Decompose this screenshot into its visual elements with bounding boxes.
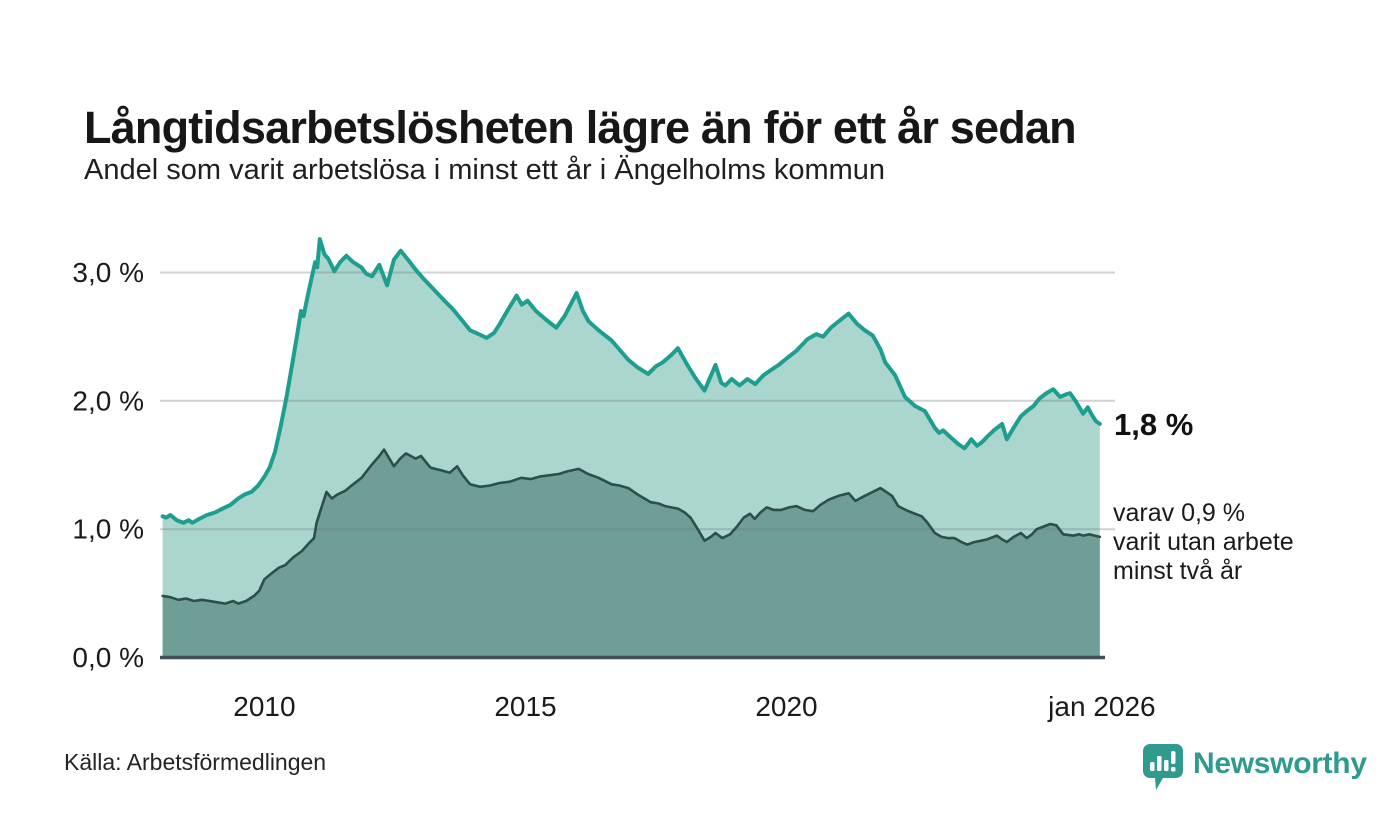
newsworthy-bubble-chart-icon	[1142, 744, 1184, 796]
y-axis-tick-label: 1,0 %	[72, 514, 144, 545]
y-axis-tick-label: 0,0 %	[72, 642, 144, 673]
x-axis-tick-label: jan 2026	[1047, 691, 1155, 722]
series-line	[160, 237, 1102, 525]
x-axis-tick-label: 2010	[233, 691, 295, 722]
secondary-annotation-line: minst två år	[1113, 557, 1243, 585]
page-title: Långtidsarbetslösheten lägre än för ett …	[84, 102, 1077, 154]
x-axis-tick-label: 2020	[755, 691, 817, 722]
y-axis-tick-label: 3,0 %	[72, 257, 144, 288]
y-axis-tick-label: 2,0 %	[72, 385, 144, 416]
x-axis-tick-label: 2015	[494, 691, 556, 722]
series-line	[161, 448, 1102, 605]
newsworthy-logo: Newsworthy	[1142, 744, 1367, 796]
area-fill	[162, 449, 1100, 658]
secondary-annotation-line: varit utan arbete	[1113, 528, 1294, 556]
newsworthy-wordmark: Newsworthy	[1193, 747, 1367, 780]
latest-value-label: 1,8 %	[1114, 407, 1194, 442]
chart-subtitle: Andel som varit arbetslösa i minst ett å…	[84, 154, 886, 186]
secondary-value-annotation: varav 0,9 % varit utan arbete minst två …	[1113, 499, 1294, 586]
secondary-annotation-line: varav 0,9 %	[1113, 499, 1246, 527]
source-credit: Källa: Arbetsförmedlingen	[64, 749, 327, 775]
